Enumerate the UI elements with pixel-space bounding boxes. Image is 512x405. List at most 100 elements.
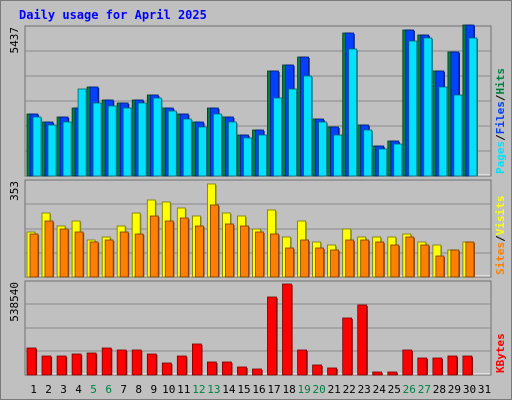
x-label-day-6: 6 [105,383,112,396]
x-label-day-10: 10 [162,383,175,396]
chart-title: Daily usage for April 2025 [19,8,207,22]
legend-entry: / [494,235,507,242]
legend-entry: Hits [494,68,507,95]
bar-pages-day-27 [423,37,433,177]
bar-kbytes-day-1 [26,347,37,376]
bar-sites-day-25 [390,244,400,278]
bar-sites-day-14 [224,223,234,278]
bar-pages-day-18 [288,88,297,177]
bar-sites-day-23 [360,239,370,278]
legend-entry: Files [494,101,507,134]
bar-kbytes-day-21 [327,367,338,376]
x-axis-labels: 1 2 3 4 5 6 7 8 9 10 11 12 13 14 15 16 17 18 19 20 21 22 23 24 2… [30,383,491,396]
x-label-day-20: 20 [312,383,325,396]
legend-entry: Sites [494,242,507,275]
x-label-day-19: 19 [297,383,310,396]
bar-pages-day-29 [453,94,463,177]
bar-sites-day-30 [465,241,475,278]
legend-bottom: KBytes [494,333,507,373]
bar-sites-day-4 [74,231,84,278]
x-label-day-2: 2 [45,383,52,396]
x-label-day-4: 4 [75,383,82,396]
bar-sites-day-16 [255,231,264,278]
bar-sites-day-5 [89,241,99,278]
bar-kbytes-day-18 [282,283,292,376]
x-label-day-11: 11 [177,383,190,396]
bar-kbytes-day-5 [86,352,97,376]
bar-sites-day-22 [345,239,355,278]
bar-sites-day-15 [240,225,249,278]
bar-pages-day-16 [258,134,267,177]
bar-kbytes-day-3 [56,355,67,376]
bar-kbytes-day-24 [372,371,383,376]
bar-kbytes-day-6 [101,347,112,376]
x-label-day-9: 9 [150,383,157,396]
bar-kbytes-day-17 [267,296,277,376]
bar-kbytes-day-28 [432,357,443,376]
bar-sites-day-13 [209,204,219,278]
x-label-day-1: 1 [30,383,37,396]
x-label-day-5: 5 [90,383,97,396]
bar-sites-day-12 [194,225,204,278]
bar-pages-day-6 [107,105,117,177]
legend-entry: / [494,134,507,141]
bar-kbytes-day-19 [297,349,308,376]
x-label-day-16: 16 [252,383,265,396]
x-label-day-17: 17 [267,383,280,396]
x-label-day-21: 21 [328,383,341,396]
bar-pages-day-30 [468,37,478,177]
bar-pages-day-5 [92,102,102,177]
x-label-day-7: 7 [120,383,127,396]
panel-middle: 353 Sites/Visits [8,179,507,278]
bar-pages-day-8 [137,102,147,177]
bar-sites-day-24 [375,241,385,278]
bar-kbytes-day-2 [41,355,52,376]
bar-sites-day-21 [330,249,340,278]
bar-pages-day-1 [32,116,42,177]
bar-kbytes-day-13 [206,361,217,376]
legend-top: Pages/Files/Hits [494,68,507,174]
x-label-day-8: 8 [135,383,142,396]
x-label-day-29: 29 [448,383,461,396]
bar-kbytes-day-20 [312,364,323,376]
y-max-label: 353 [8,181,21,201]
bar-pages-day-23 [363,129,373,177]
legend-entry: / [494,94,507,101]
bar-pages-day-13 [212,113,222,177]
x-label-day-25: 25 [388,383,401,396]
x-label-day-18: 18 [282,383,295,396]
bar-kbytes-day-11 [176,355,187,376]
bar-pages-day-11 [182,118,192,177]
bar-pages-day-2 [47,124,57,177]
bar-kbytes-day-25 [387,371,398,376]
x-label-day-12: 12 [192,383,205,396]
x-label-day-14: 14 [222,383,236,396]
bar-sites-day-20 [315,247,325,278]
bar-pages-day-19 [303,75,313,177]
bar-kbytes-day-9 [146,353,157,376]
x-label-day-28: 28 [433,383,446,396]
bar-pages-day-25 [393,143,403,177]
bar-pages-day-7 [122,107,132,177]
bar-kbytes-day-7 [116,349,127,376]
bar-pages-day-20 [318,121,328,177]
bar-pages-day-9 [152,97,162,177]
bar-pages-day-15 [243,137,252,177]
bar-sites-day-8 [134,233,144,278]
bar-pages-day-17 [273,97,282,177]
bar-sites-day-18 [285,247,294,278]
bar-sites-day-9 [149,215,159,278]
bar-kbytes-day-14 [221,361,232,376]
bar-sites-day-2 [44,220,54,278]
bar-kbytes-day-26 [402,349,413,376]
x-label-day-26: 26 [403,383,416,396]
bar-pages-day-3 [62,121,72,177]
bar-kbytes-day-8 [131,349,142,376]
bar-pages-day-22 [348,48,358,177]
bar-sites-day-29 [450,249,460,278]
bar-kbytes-day-16 [252,368,262,376]
x-label-day-27: 27 [418,383,431,396]
bar-sites-day-26 [405,236,415,278]
